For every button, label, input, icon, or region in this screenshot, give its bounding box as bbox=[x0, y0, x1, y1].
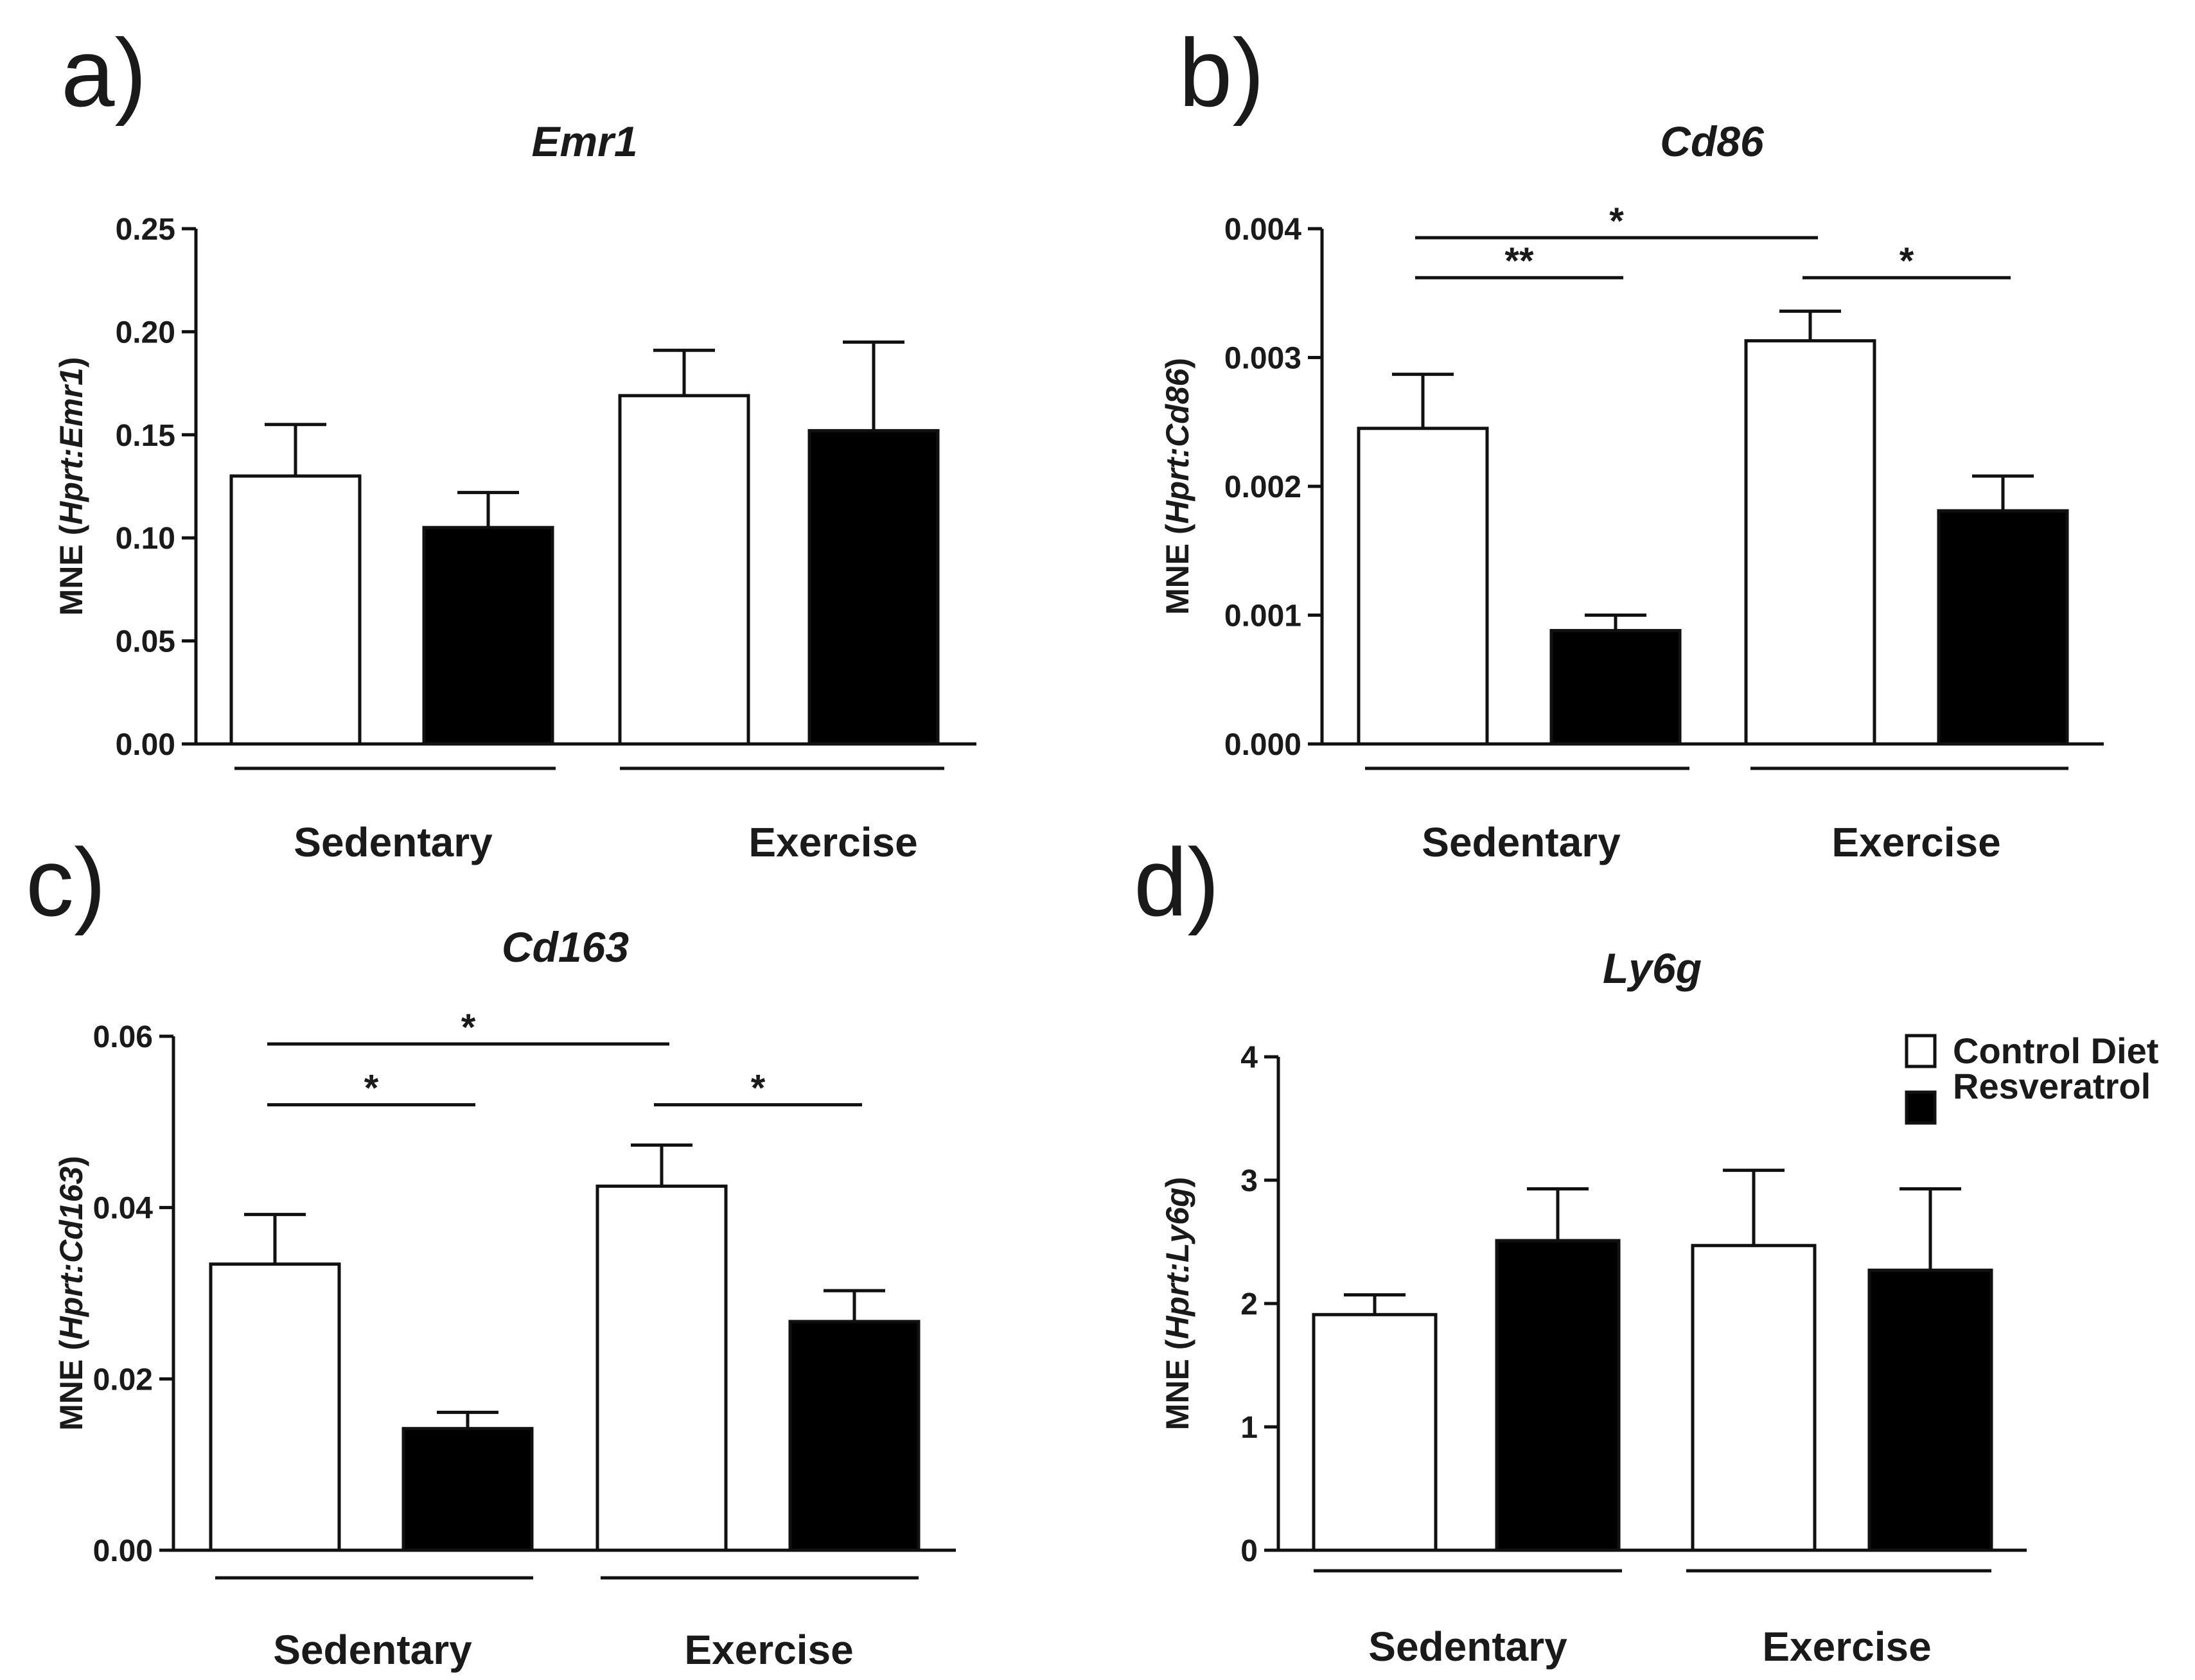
panel-a-bar-sedentary-control-diet bbox=[229, 474, 362, 746]
panel-b-group-label-sedentary: Sedentary bbox=[1422, 819, 1621, 865]
panel-d-y-tick-label: 4 bbox=[1240, 1041, 1258, 1075]
panel-c-group-label-exercise: Exercise bbox=[684, 1627, 853, 1673]
panel-d-y-tick-label: 0 bbox=[1240, 1534, 1258, 1568]
panel-c-y-tick-label: 0.00 bbox=[93, 1534, 153, 1568]
panel-c: c) Cd163 MNE (Hprt:Cd163) 0.00 0.02 0.04 0.06 S… bbox=[26, 828, 956, 1673]
panel-c-significance-marker: * bbox=[461, 1007, 476, 1048]
panel-d-group-label-exercise: Exercise bbox=[1762, 1623, 1931, 1670]
panel-b-letter: b) bbox=[1179, 19, 1264, 127]
legend-label-control-diet: Control Diet bbox=[1953, 1030, 2158, 1071]
panel-c-y-axis-label: MNE (Hprt:Cd163) bbox=[53, 1156, 89, 1431]
panel-b-y-tick-label: 0.002 bbox=[1224, 470, 1301, 504]
panel-a-y-tick-label: 0.25 bbox=[116, 213, 175, 247]
panel-a-group-label-sedentary: Sedentary bbox=[294, 819, 493, 865]
panel-b-bar-exercise-control-diet bbox=[1744, 339, 1876, 746]
panel-d-group-label-sedentary: Sedentary bbox=[1368, 1623, 1567, 1670]
panel-a-y-tick-label: 0.00 bbox=[116, 728, 175, 762]
panel-b: b) Cd86 MNE (Hprt:Cd86) 0.000 0.001 0.002 0.00… bbox=[1159, 19, 2104, 865]
panel-b-y-tick-label: 0.001 bbox=[1224, 599, 1301, 633]
panel-d: d) Ly6g MNE (Hprt:Ly6g) 0 1 2 3 4 Sedentary Exerc… bbox=[1134, 828, 2027, 1670]
panel-d-bar-exercise-control-diet bbox=[1691, 1244, 1817, 1552]
panel-c-y-tick-label: 0.06 bbox=[93, 1020, 153, 1054]
panel-b-significance-marker: ** bbox=[1504, 240, 1534, 282]
panel-c-y-tick-label: 0.02 bbox=[93, 1363, 153, 1397]
panel-b-bar-exercise-resveratrol bbox=[1937, 509, 2069, 746]
panel-a-title: Emr1 bbox=[531, 118, 637, 165]
panel-b-bar-sedentary-resveratrol bbox=[1549, 629, 1682, 746]
panel-a-bar-exercise-resveratrol bbox=[807, 429, 940, 746]
panel-c-bar-sedentary-control-diet bbox=[209, 1262, 341, 1552]
panel-c-title: Cd163 bbox=[502, 923, 629, 971]
panel-c-bar-sedentary-resveratrol bbox=[401, 1427, 534, 1552]
panel-d-y-axis-label: MNE (Hprt:Ly6g) bbox=[1159, 1177, 1195, 1430]
panel-a-bar-exercise-control-diet bbox=[618, 394, 750, 746]
panel-d-title: Ly6g bbox=[1603, 944, 1702, 992]
panel-b-group-label-exercise: Exercise bbox=[1831, 819, 2000, 865]
panel-d-bar-sedentary-control-diet bbox=[1312, 1313, 1438, 1552]
panel-b-significance-marker: * bbox=[1609, 200, 1624, 242]
panel-b-y-tick-label: 0.004 bbox=[1224, 213, 1301, 247]
panel-c-group-label-sedentary: Sedentary bbox=[273, 1627, 472, 1673]
panel-b-title: Cd86 bbox=[1660, 118, 1765, 165]
panel-d-letter: d) bbox=[1134, 828, 1219, 936]
panel-a-y-tick-label: 0.20 bbox=[116, 315, 175, 349]
panel-b-significance-marker: * bbox=[1900, 240, 1914, 282]
legend-label-resveratrol: Resveratrol bbox=[1953, 1066, 2151, 1106]
panel-a-y-tick-label: 0.10 bbox=[116, 522, 175, 556]
panel-b-y-axis-label: MNE (Hprt:Cd86) bbox=[1159, 358, 1195, 615]
panel-d-y-tick-label: 3 bbox=[1240, 1164, 1258, 1198]
panel-d-bar-sedentary-resveratrol bbox=[1495, 1239, 1621, 1552]
panel-a-y-tick-label: 0.15 bbox=[116, 419, 175, 453]
panel-b-bar-sedentary-control-diet bbox=[1357, 427, 1489, 746]
panel-c-significance-marker: * bbox=[751, 1068, 766, 1110]
panel-c-bar-exercise-control-diet bbox=[595, 1184, 728, 1552]
panel-c-significance-marker: * bbox=[364, 1068, 379, 1110]
panel-a-bar-sedentary-resveratrol bbox=[422, 526, 554, 746]
panel-b-y-tick-label: 0.003 bbox=[1224, 342, 1301, 376]
panel-c-y-tick-label: 0.04 bbox=[93, 1192, 154, 1226]
panel-a: a) Emr1 MNE (Hprt:Emr1) 0.00 0.05 0.10 0.15 0.2… bbox=[53, 19, 976, 865]
panel-a-y-tick-label: 0.05 bbox=[116, 625, 175, 659]
legend-swatch-resveratrol bbox=[1905, 1090, 1937, 1125]
panel-b-y-tick-label: 0.000 bbox=[1224, 728, 1301, 762]
panel-a-y-axis-label: MNE (Hprt:Emr1) bbox=[53, 357, 89, 616]
panel-a-letter: a) bbox=[61, 19, 146, 127]
legend-swatch-control-diet bbox=[1905, 1034, 1937, 1068]
panel-d-y-tick-label: 2 bbox=[1240, 1287, 1258, 1322]
panel-c-letter: c) bbox=[26, 828, 106, 936]
panel-c-bar-exercise-resveratrol bbox=[788, 1320, 921, 1552]
panel-a-group-label-exercise: Exercise bbox=[748, 819, 917, 865]
panel-d-bar-exercise-resveratrol bbox=[1867, 1268, 1993, 1552]
panel-d-y-tick-label: 1 bbox=[1240, 1411, 1258, 1445]
